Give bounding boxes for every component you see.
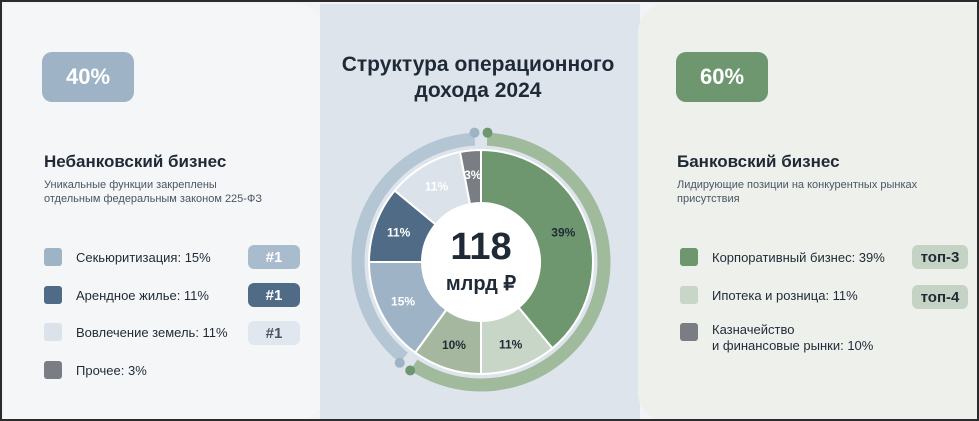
legend-label: Корпоративный бизнес: 39% — [712, 249, 885, 265]
legend-label: Ипотека и розница: 11% — [712, 287, 858, 303]
legend-swatch — [44, 286, 62, 304]
rank-badge-mortgage-retail: топ-4 — [912, 285, 968, 309]
legend-item-mortgage-retail: Ипотека и розница: 11% — [680, 286, 858, 304]
legend-swatch — [680, 286, 698, 304]
legend-label: Арендное жилье: 11% — [76, 287, 209, 303]
legend-label: Прочее: 3% — [76, 362, 147, 378]
legend-item-securitization: Секьюритизация: 15% — [44, 248, 211, 266]
outer-ring — [351, 127, 611, 392]
legend-label: Секьюритизация: 15% — [76, 249, 211, 265]
legend-item-other: Прочее: 3% — [44, 361, 147, 379]
legend-label: Казначейство и финансовые рынки: 10% — [712, 322, 873, 354]
slice-label-5: 11% — [425, 180, 449, 194]
rank-badge-securitization: #1 — [248, 245, 300, 269]
legend-item-land-involvement: Вовлечение земель: 11% — [44, 323, 228, 341]
slice-label-2: 10% — [442, 338, 466, 352]
center-unit: млрд ₽ — [446, 273, 516, 295]
outer-ring-bank-end-dot-0 — [482, 127, 493, 138]
chart-title: Структура операционного дохода 2024 — [318, 52, 638, 104]
legend-swatch — [44, 361, 62, 379]
legend-label-line2: и финансовые рынки: 10% — [712, 338, 874, 353]
slice-label-3: 15% — [391, 295, 415, 309]
legend-label: Вовлечение земель: 11% — [76, 324, 228, 340]
donut-slice-labels: 39% 11% 10% 15% 11% 11% 3% — [387, 168, 576, 352]
legend-label-line1: Казначейство — [712, 322, 795, 337]
legend-item-rental-housing: Арендное жилье: 11% — [44, 286, 209, 304]
non-bank-subtitle: Уникальные функции закреплены отдельным … — [44, 178, 262, 206]
donut-slices — [367, 148, 594, 376]
bank-share-badge: 60% — [676, 52, 768, 102]
legend-swatch — [44, 323, 62, 341]
non-bank-share-badge: 40% — [42, 52, 134, 102]
outer-ring-bank-end-dot-1 — [405, 365, 416, 376]
legend-swatch — [44, 248, 62, 266]
center-value: 118 — [450, 226, 511, 268]
bank-title: Банковский бизнес — [677, 152, 840, 171]
outer-ring-non-bank — [351, 132, 476, 363]
legend-item-treasury: Казначейство и финансовые рынки: 10% — [680, 322, 873, 354]
slice-label-6: 3% — [464, 168, 482, 182]
outer-ring-non-bank-end-dot-0 — [394, 357, 405, 368]
outer-ring-non-bank-end-dot-1 — [469, 127, 480, 138]
rank-badge-corporate: топ-3 — [912, 245, 968, 269]
legend-item-corporate: Корпоративный бизнес: 39% — [680, 248, 885, 266]
chart-title-line1: Структура операционного — [341, 53, 615, 76]
legend-swatch — [680, 248, 698, 266]
slice-label-4: 11% — [387, 225, 411, 239]
slice-label-0: 39% — [551, 225, 575, 239]
bank-subtitle: Лидирующие позиции на конкурентных рынка… — [677, 178, 917, 206]
rank-badge-rental-housing: #1 — [248, 283, 300, 307]
non-bank-subtitle-line2: отдельным федеральным законом 225-ФЗ — [44, 193, 262, 205]
center-circle — [422, 203, 540, 321]
non-bank-title: Небанковский бизнес — [44, 152, 227, 171]
non-bank-subtitle-line1: Уникальные функции закреплены — [44, 179, 217, 191]
rank-badge-land-involvement: #1 — [248, 321, 300, 345]
chart-title-line2: дохода 2024 — [414, 79, 542, 102]
bank-subtitle-line1: Лидирующие позиции на конкурентных рынка… — [677, 179, 918, 191]
legend-swatch — [680, 323, 698, 341]
bank-subtitle-line2: присутствия — [677, 193, 740, 205]
slice-label-1: 11% — [499, 337, 523, 351]
